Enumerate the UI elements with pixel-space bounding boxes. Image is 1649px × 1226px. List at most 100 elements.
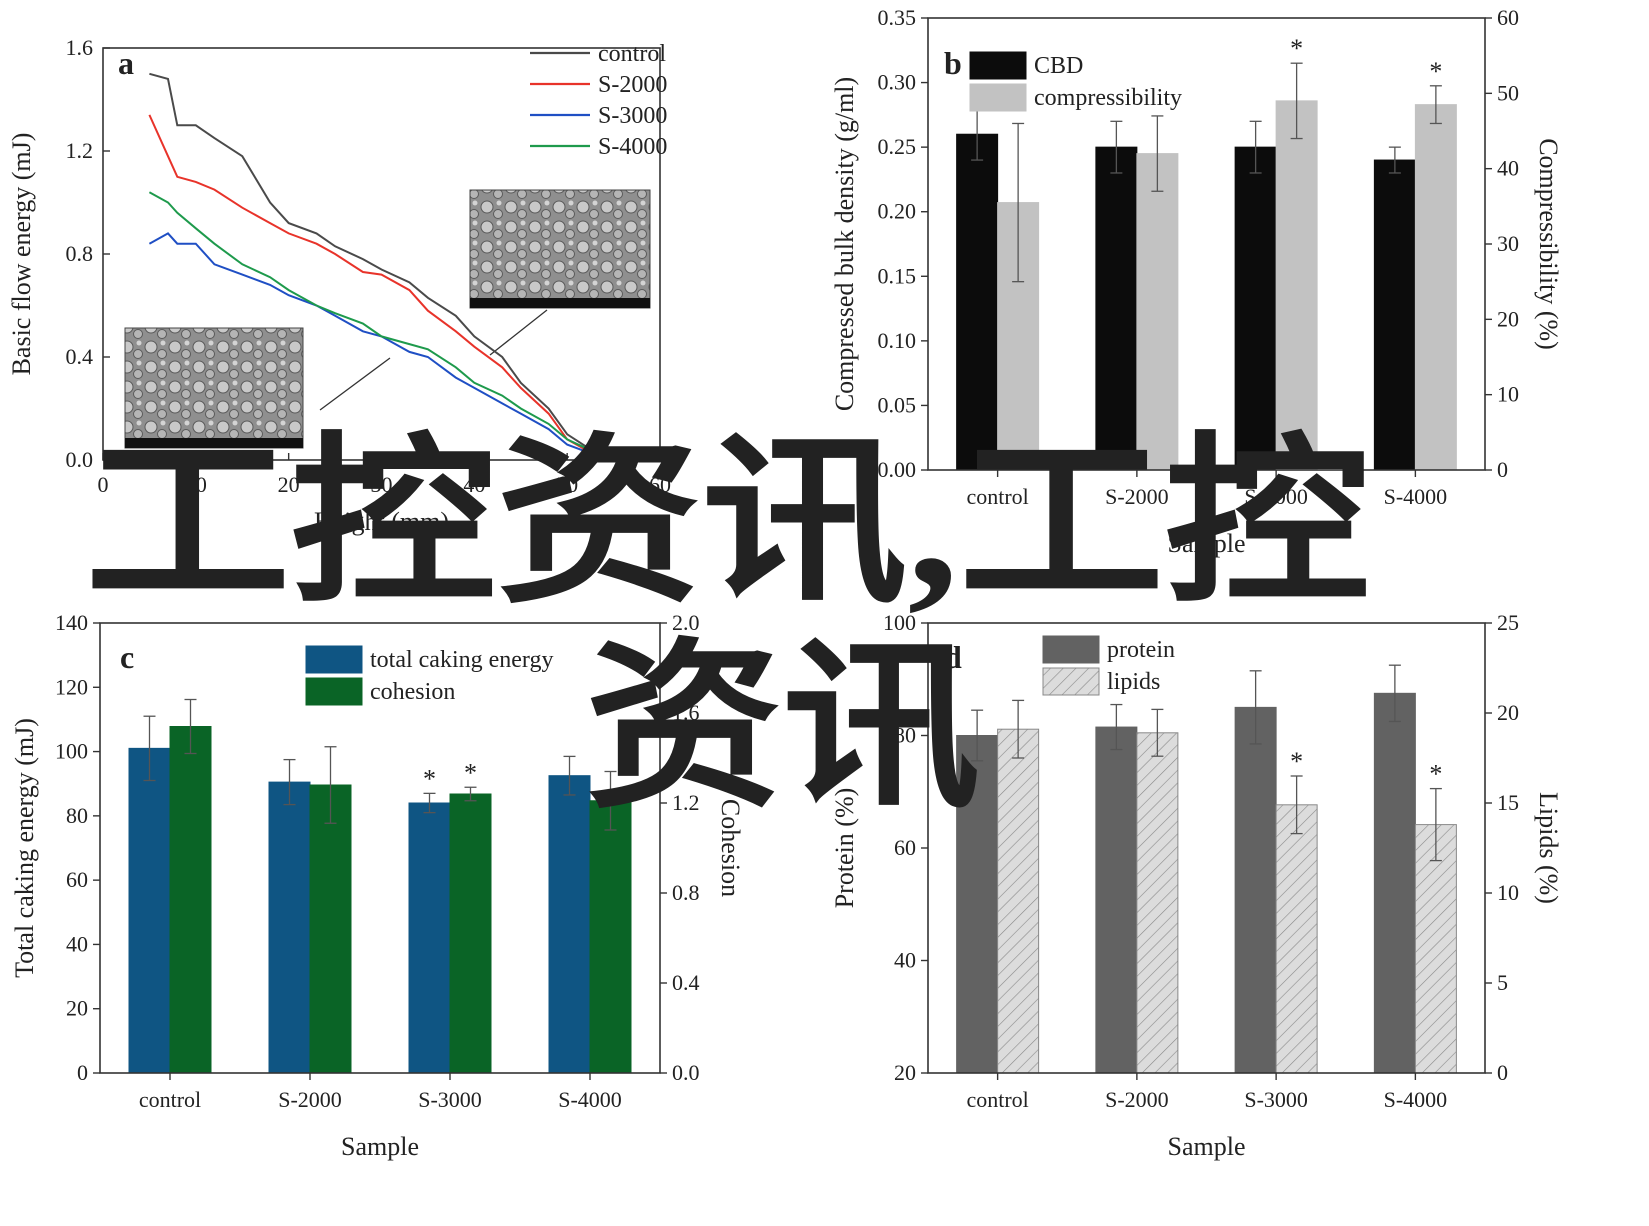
bar-cohesion	[309, 784, 352, 1074]
y-tick-label-left: 80	[66, 803, 88, 828]
x-axis-label: Height (mm)	[314, 507, 449, 536]
y-tick-label-left: 40	[894, 948, 916, 973]
y-tick-label-right: 50	[1497, 80, 1519, 105]
legend-swatch	[969, 51, 1027, 80]
x-tick-label: 60	[649, 472, 671, 497]
significance-marker: *	[423, 764, 436, 793]
x-tick-label: S-3000	[1244, 484, 1308, 509]
inset-arrow	[489, 309, 548, 356]
y-tick-label-right: 5	[1497, 970, 1508, 995]
y-axis-label-right: Cohesion	[716, 799, 745, 897]
y-tick-label-right: 0.0	[672, 1060, 700, 1085]
legend-label: total caking energy	[370, 647, 554, 673]
y-axis-label-left: Protein (%)	[830, 788, 859, 909]
bar-protein	[1373, 692, 1416, 1074]
bar-total caking energy	[268, 781, 311, 1074]
legend-label: control	[598, 41, 666, 67]
x-tick-label: S-4000	[1384, 484, 1448, 509]
bar-protein	[1234, 706, 1277, 1074]
y-tick-label-right: 15	[1497, 790, 1519, 815]
watermark: 工控资讯,工控 资讯	[85, 424, 1370, 830]
sem-image-upper-scalebar	[470, 298, 650, 308]
y-tick-label: 0.8	[66, 241, 94, 266]
y-tick-label: 1.2	[66, 138, 94, 163]
sem-image-upper	[469, 189, 651, 309]
x-axis-label: Sample	[1168, 1132, 1246, 1161]
y-tick-label-left: 0.15	[878, 263, 917, 288]
chart-panel-d: control S-2000 * S-3000 * S-4000 d 20 40 60 80 100 0…	[830, 610, 1563, 1161]
x-tick-label: 10	[185, 472, 207, 497]
significance-marker: *	[1290, 34, 1303, 63]
bar-CBD	[956, 133, 999, 471]
series-line-S-4000	[148, 191, 614, 461]
y-tick-label-right: 1.2	[672, 790, 700, 815]
y-axis-label: Basic flow energy (mJ)	[7, 133, 36, 376]
bar-protein	[1095, 726, 1138, 1074]
x-tick-label: control	[966, 1087, 1028, 1112]
bar-lipids	[1414, 824, 1457, 1074]
y-axis-label-right: Lipids (%)	[1534, 792, 1563, 904]
legend-swatch	[969, 83, 1027, 112]
bar-total caking energy	[408, 802, 451, 1074]
bar-compressibility	[1414, 104, 1457, 471]
chart-panel-b: control S-2000 * S-3000 * S-4000 b 0.00 0.05 0.10…	[830, 5, 1563, 558]
y-tick-label-left: 0	[77, 1060, 88, 1085]
legend-swatch	[1042, 667, 1100, 696]
y-axis-label-left: Compressed bulk density (g/ml)	[830, 77, 859, 411]
bar-compressibility	[1136, 153, 1179, 471]
legend-swatch	[305, 677, 363, 706]
x-tick-label: S-2000	[278, 1087, 342, 1112]
watermark-line-2: 资讯	[585, 629, 980, 830]
bar-lipids	[997, 728, 1040, 1074]
x-tick-label: 30	[371, 472, 393, 497]
y-tick-label-left: 0.10	[878, 328, 917, 353]
bar-protein	[956, 735, 999, 1074]
legend-label: S-3000	[598, 103, 667, 129]
x-tick-label: S-2000	[1105, 1087, 1169, 1112]
bar-compressibility	[1275, 100, 1318, 471]
y-tick-label-left: 0.25	[878, 134, 917, 159]
legend-swatch	[1042, 635, 1100, 664]
plot-frame	[99, 622, 661, 1074]
y-tick-label-right: 25	[1497, 610, 1519, 635]
x-tick-label: control	[139, 1087, 201, 1112]
y-tick-label-right: 20	[1497, 700, 1519, 725]
panel-letter: d	[944, 639, 962, 675]
y-tick-label-right: 0.8	[672, 880, 700, 905]
bar-lipids	[1136, 732, 1179, 1074]
y-tick-label: 0.4	[66, 344, 94, 369]
y-tick-label-left: 120	[55, 674, 88, 699]
y-tick-label-left: 60	[894, 835, 916, 860]
y-tick-label-right: 2.0	[672, 610, 700, 635]
legend-label: compressibility	[1034, 85, 1182, 111]
x-tick-label: 20	[278, 472, 300, 497]
chart-panel-c: control S-2000 * * S-3000 S-4000 c 0 20 40 60 80 100…	[10, 610, 745, 1161]
y-tick-label-left: 80	[894, 723, 916, 748]
y-tick-label-right: 1.6	[672, 700, 700, 725]
inset-arrow	[319, 357, 391, 411]
significance-marker: *	[1290, 747, 1303, 776]
y-tick-label-left: 0.05	[878, 392, 917, 417]
x-tick-label: 50	[556, 472, 578, 497]
x-tick-label: control	[966, 484, 1028, 509]
legend-label: S-4000	[598, 134, 667, 160]
y-tick-label-right: 40	[1497, 156, 1519, 181]
legend-swatch	[305, 645, 363, 674]
sem-image-lower	[124, 327, 304, 449]
y-tick-label-left: 20	[66, 996, 88, 1021]
y-tick-label-right: 30	[1497, 231, 1519, 256]
y-tick-label-left: 20	[894, 1060, 916, 1085]
legend-label: cohesion	[370, 679, 455, 705]
y-tick-label-right: 10	[1497, 880, 1519, 905]
y-tick-label-right: 0	[1497, 1060, 1508, 1085]
x-tick-label: S-3000	[418, 1087, 482, 1112]
bar-lipids	[1275, 804, 1318, 1074]
x-axis-label: Sample	[1168, 529, 1246, 558]
x-tick-label: 0	[98, 472, 109, 497]
panel-letter: b	[944, 45, 962, 81]
y-tick-label-right: 20	[1497, 306, 1519, 331]
bar-cohesion	[589, 800, 632, 1074]
x-tick-label: S-2000	[1105, 484, 1169, 509]
y-axis-label-left: Total caking energy (mJ)	[10, 718, 39, 978]
